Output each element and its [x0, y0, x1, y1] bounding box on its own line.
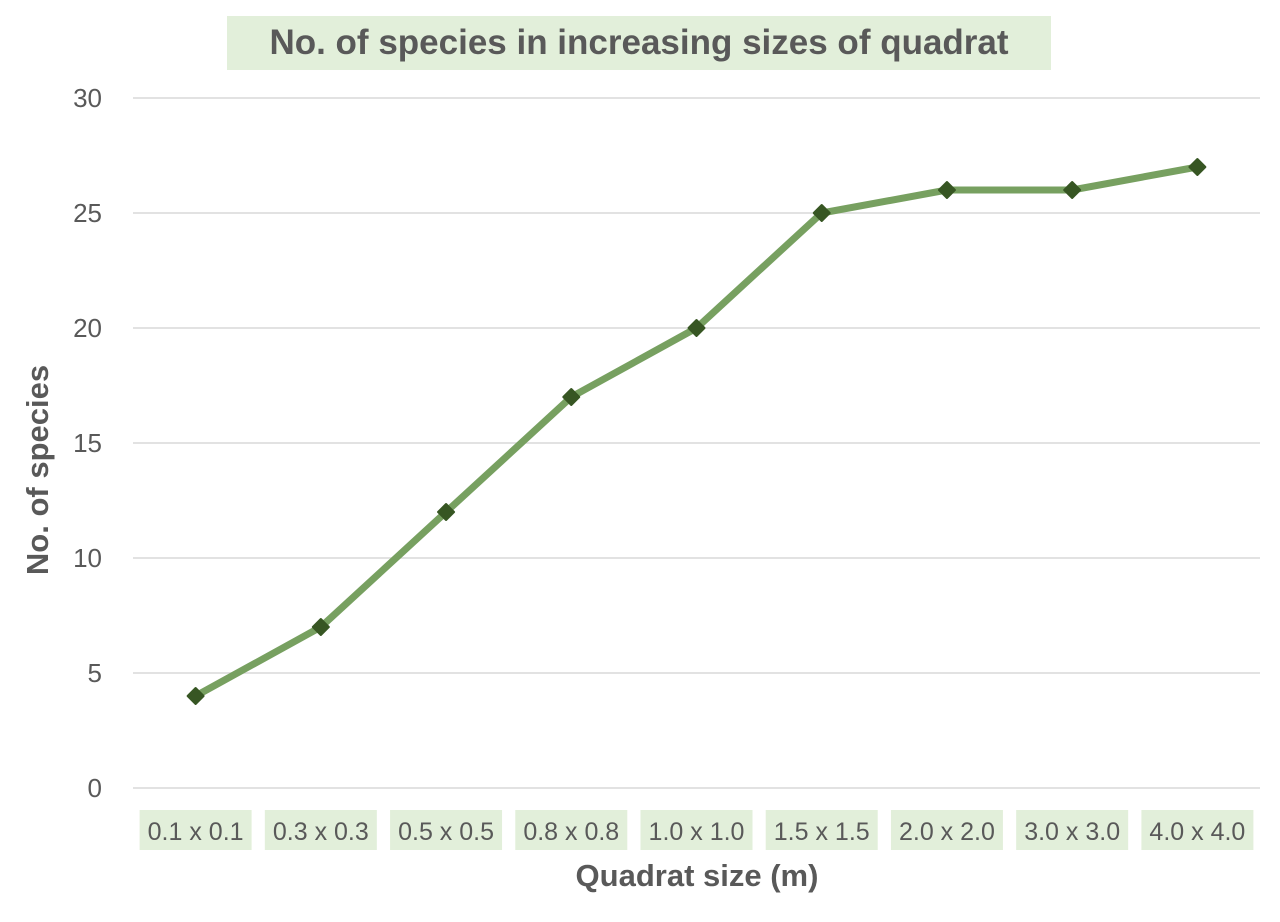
series-line — [193, 163, 1199, 700]
y-tick-label: 0 — [88, 773, 102, 803]
y-axis-label: No. of species — [20, 364, 55, 576]
x-tick-label: 0.1 x 0.1 — [148, 818, 244, 846]
y-tick-label: 5 — [88, 658, 102, 688]
data-point — [186, 687, 205, 705]
x-tick-label: 1.5 x 1.5 — [774, 818, 870, 846]
x-tick-label-background — [139, 810, 252, 850]
chart-title: No. of species in increasing sizes of qu… — [269, 23, 1009, 62]
x-tick-label-background — [1141, 810, 1254, 850]
y-tick-label: 10 — [73, 543, 102, 573]
x-tick-label: 0.8 x 0.8 — [523, 818, 619, 846]
x-tick-label-background — [390, 810, 503, 850]
title-background — [227, 16, 1051, 70]
x-tick-label-background — [515, 810, 628, 850]
data-point — [1063, 181, 1082, 199]
x-tick-label: 0.5 x 0.5 — [398, 818, 494, 846]
data-point — [687, 319, 706, 337]
data-point — [1188, 158, 1207, 176]
x-tick-label: 1.0 x 1.0 — [649, 818, 745, 846]
x-axis-label: Quadrat size (m) — [575, 858, 819, 893]
x-tick-label: 0.3 x 0.3 — [273, 818, 369, 846]
x-tick-label-background — [890, 810, 1003, 850]
data-point — [812, 204, 831, 222]
x-tick-label-background — [765, 810, 878, 850]
x-tick-label-background — [264, 810, 377, 850]
x-tick-label: 4.0 x 4.0 — [1149, 818, 1245, 846]
data-point — [937, 181, 956, 199]
y-tick-label: 20 — [73, 313, 102, 343]
x-tick-label: 2.0 x 2.0 — [899, 818, 995, 846]
x-tick-label-background — [640, 810, 753, 850]
y-tick-label: 15 — [73, 428, 102, 458]
data-point — [437, 503, 456, 521]
data-point — [562, 388, 581, 406]
x-tick-label-background — [1016, 810, 1129, 850]
y-tick-label: 25 — [73, 198, 102, 228]
data-point — [311, 618, 330, 636]
y-tick-label: 30 — [73, 83, 102, 113]
x-tick-label: 3.0 x 3.0 — [1024, 818, 1120, 846]
